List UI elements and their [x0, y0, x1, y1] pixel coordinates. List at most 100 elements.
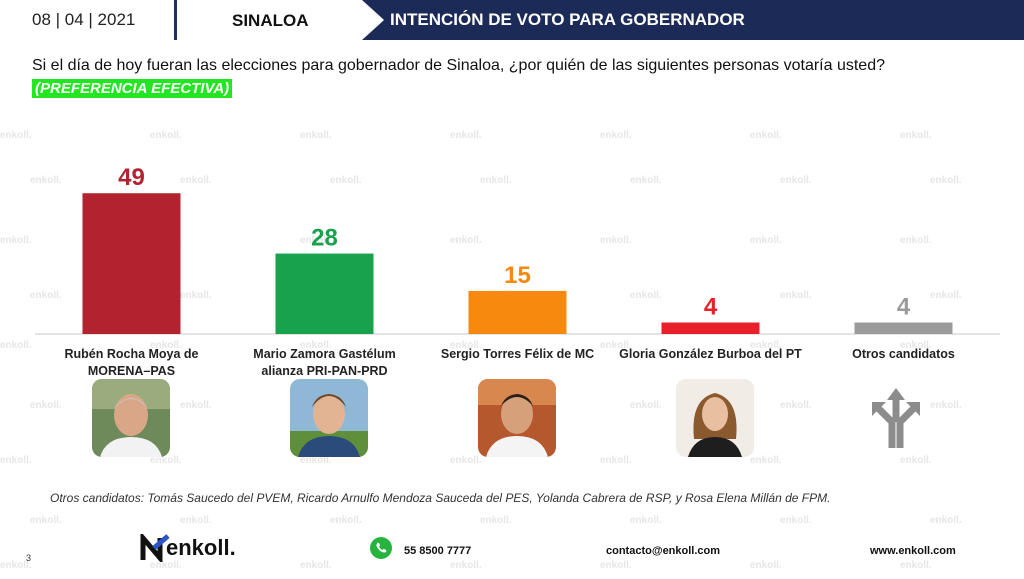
category-label: Otros candidatos: [852, 347, 955, 361]
category-label: Gloria González Burboa del PT: [619, 347, 802, 361]
category-label: Sergio Torres Félix de MC: [441, 347, 594, 361]
watermark-text: enkoll.: [600, 455, 632, 466]
watermark-text: enkoll.: [30, 175, 62, 186]
watermark-text: enkoll.: [0, 455, 32, 466]
watermark-text: enkoll.: [180, 290, 212, 301]
candidate-photo-icon: [676, 379, 754, 457]
watermark-text: enkoll.: [300, 455, 332, 466]
bar: [468, 290, 567, 334]
watermark-text: enkoll.: [780, 400, 812, 411]
watermark-text: enkoll.: [180, 515, 212, 526]
watermark-text: enkoll.: [600, 560, 632, 571]
watermark-text: enkoll.: [150, 130, 182, 141]
watermark-text: enkoll.: [300, 560, 332, 571]
watermark-text: enkoll.: [750, 340, 782, 351]
enkoll-logo-icon: [140, 534, 170, 562]
brand-name: enkoll.: [166, 535, 236, 560]
candidate-photo-icon: [478, 379, 556, 457]
whatsapp-icon: [370, 537, 392, 559]
watermark-text: enkoll.: [900, 235, 932, 246]
watermark-text: enkoll.: [630, 290, 662, 301]
watermark-text: enkoll.: [300, 130, 332, 141]
watermark-text: enkoll.: [930, 515, 962, 526]
diverging-arrows-icon: [870, 388, 922, 448]
watermark-text: enkoll.: [0, 130, 32, 141]
watermark-text: enkoll.: [630, 515, 662, 526]
bar: [275, 253, 374, 334]
bar: [854, 322, 953, 334]
watermark-text: enkoll.: [930, 400, 962, 411]
category-label: Rubén Rocha Moya de: [64, 347, 198, 361]
email-link[interactable]: contacto@enkoll.com: [606, 545, 721, 557]
candidate-photo-gonzalez: [676, 379, 754, 457]
watermark-text: enkoll.: [150, 340, 182, 351]
candidate-photo-zamora: [290, 379, 368, 457]
watermark-text: enkoll.: [630, 175, 662, 186]
watermark-text: enkoll.: [450, 455, 482, 466]
watermark-text: enkoll.: [330, 175, 362, 186]
candidate-photo-icon: [290, 379, 368, 457]
phone-number: 55 8500 7777: [404, 545, 472, 557]
watermark-text: enkoll.: [450, 340, 482, 351]
watermark-text: enkoll.: [900, 130, 932, 141]
date: 08 | 04 | 2021: [32, 10, 136, 29]
watermark-text: enkoll.: [480, 515, 512, 526]
watermark-text: enkoll.: [900, 340, 932, 351]
watermark-text: enkoll.: [0, 235, 32, 246]
watermark-text: enkoll.: [30, 400, 62, 411]
watermark-text: enkoll.: [300, 235, 332, 246]
chevron-icon: [362, 0, 384, 40]
page-number: 3: [26, 553, 32, 563]
watermark-text: enkoll.: [750, 130, 782, 141]
watermark-text: enkoll.: [450, 560, 482, 571]
category-label: alianza PRI-PAN-PRD: [261, 364, 387, 378]
watermark-text: enkoll.: [0, 560, 32, 571]
preference-badge: (PREFERENCIA EFECTIVA): [32, 79, 233, 98]
category-label: Mario Zamora Gastélum: [253, 347, 395, 361]
watermark-text: enkoll.: [930, 290, 962, 301]
watermark-text: enkoll.: [900, 455, 932, 466]
website-link[interactable]: www.enkoll.com: [870, 545, 956, 557]
watermark-text: enkoll.: [600, 235, 632, 246]
header: 08 | 04 | 2021 SINALOA INTENCIÓN DE VOTO…: [0, 0, 1024, 40]
data-label: 4: [704, 294, 718, 321]
bar: [661, 322, 760, 334]
watermark-text: enkoll.: [750, 560, 782, 571]
watermark-text: enkoll.: [330, 515, 362, 526]
watermark-text: enkoll.: [780, 290, 812, 301]
watermark-text: enkoll.: [600, 340, 632, 351]
watermark-text: enkoll.: [450, 235, 482, 246]
watermark-text: enkoll.: [780, 515, 812, 526]
watermark-text: enkoll.: [300, 340, 332, 351]
state-label: SINALOA: [232, 11, 309, 30]
watermark-text: enkoll.: [150, 560, 182, 571]
category-label: MORENA–PAS: [88, 364, 175, 378]
watermark-text: enkoll.: [30, 515, 62, 526]
watermark-text: enkoll.: [630, 400, 662, 411]
watermark-text: enkoll.: [480, 175, 512, 186]
bar-chart: 49 Rubén Rocha Moya de MORENA–PAS 28 Mario Z…: [35, 164, 1000, 378]
title-bar: INTENCIÓN DE VOTO PARA GOBERNADOR: [362, 0, 1024, 40]
candidate-photo-torres: [478, 379, 556, 457]
data-label: 4: [897, 294, 911, 321]
data-label: 28: [311, 225, 338, 252]
data-label: 49: [118, 164, 145, 191]
watermark-text: enkoll.: [600, 130, 632, 141]
watermark-text: enkoll.: [0, 340, 32, 351]
survey-question: Si el día de hoy fueran las elecciones p…: [32, 57, 885, 74]
watermark-text: enkoll.: [450, 130, 482, 141]
watermark-text: enkoll.: [150, 455, 182, 466]
watermark-text: enkoll.: [780, 175, 812, 186]
watermark-text: enkoll.: [180, 400, 212, 411]
candidate-photo-icon: [92, 379, 170, 457]
page-title: INTENCIÓN DE VOTO PARA GOBERNADOR: [390, 10, 745, 29]
watermark-text: enkoll.: [930, 175, 962, 186]
watermark-text: enkoll.: [750, 235, 782, 246]
header-divider: [174, 0, 177, 40]
watermark-text: enkoll.: [30, 290, 62, 301]
watermark-text: enkoll.: [180, 175, 212, 186]
watermark-text: enkoll.: [900, 560, 932, 571]
candidate-photo-rocha: [92, 379, 170, 457]
bar: [82, 193, 181, 334]
watermark-text: enkoll.: [750, 455, 782, 466]
